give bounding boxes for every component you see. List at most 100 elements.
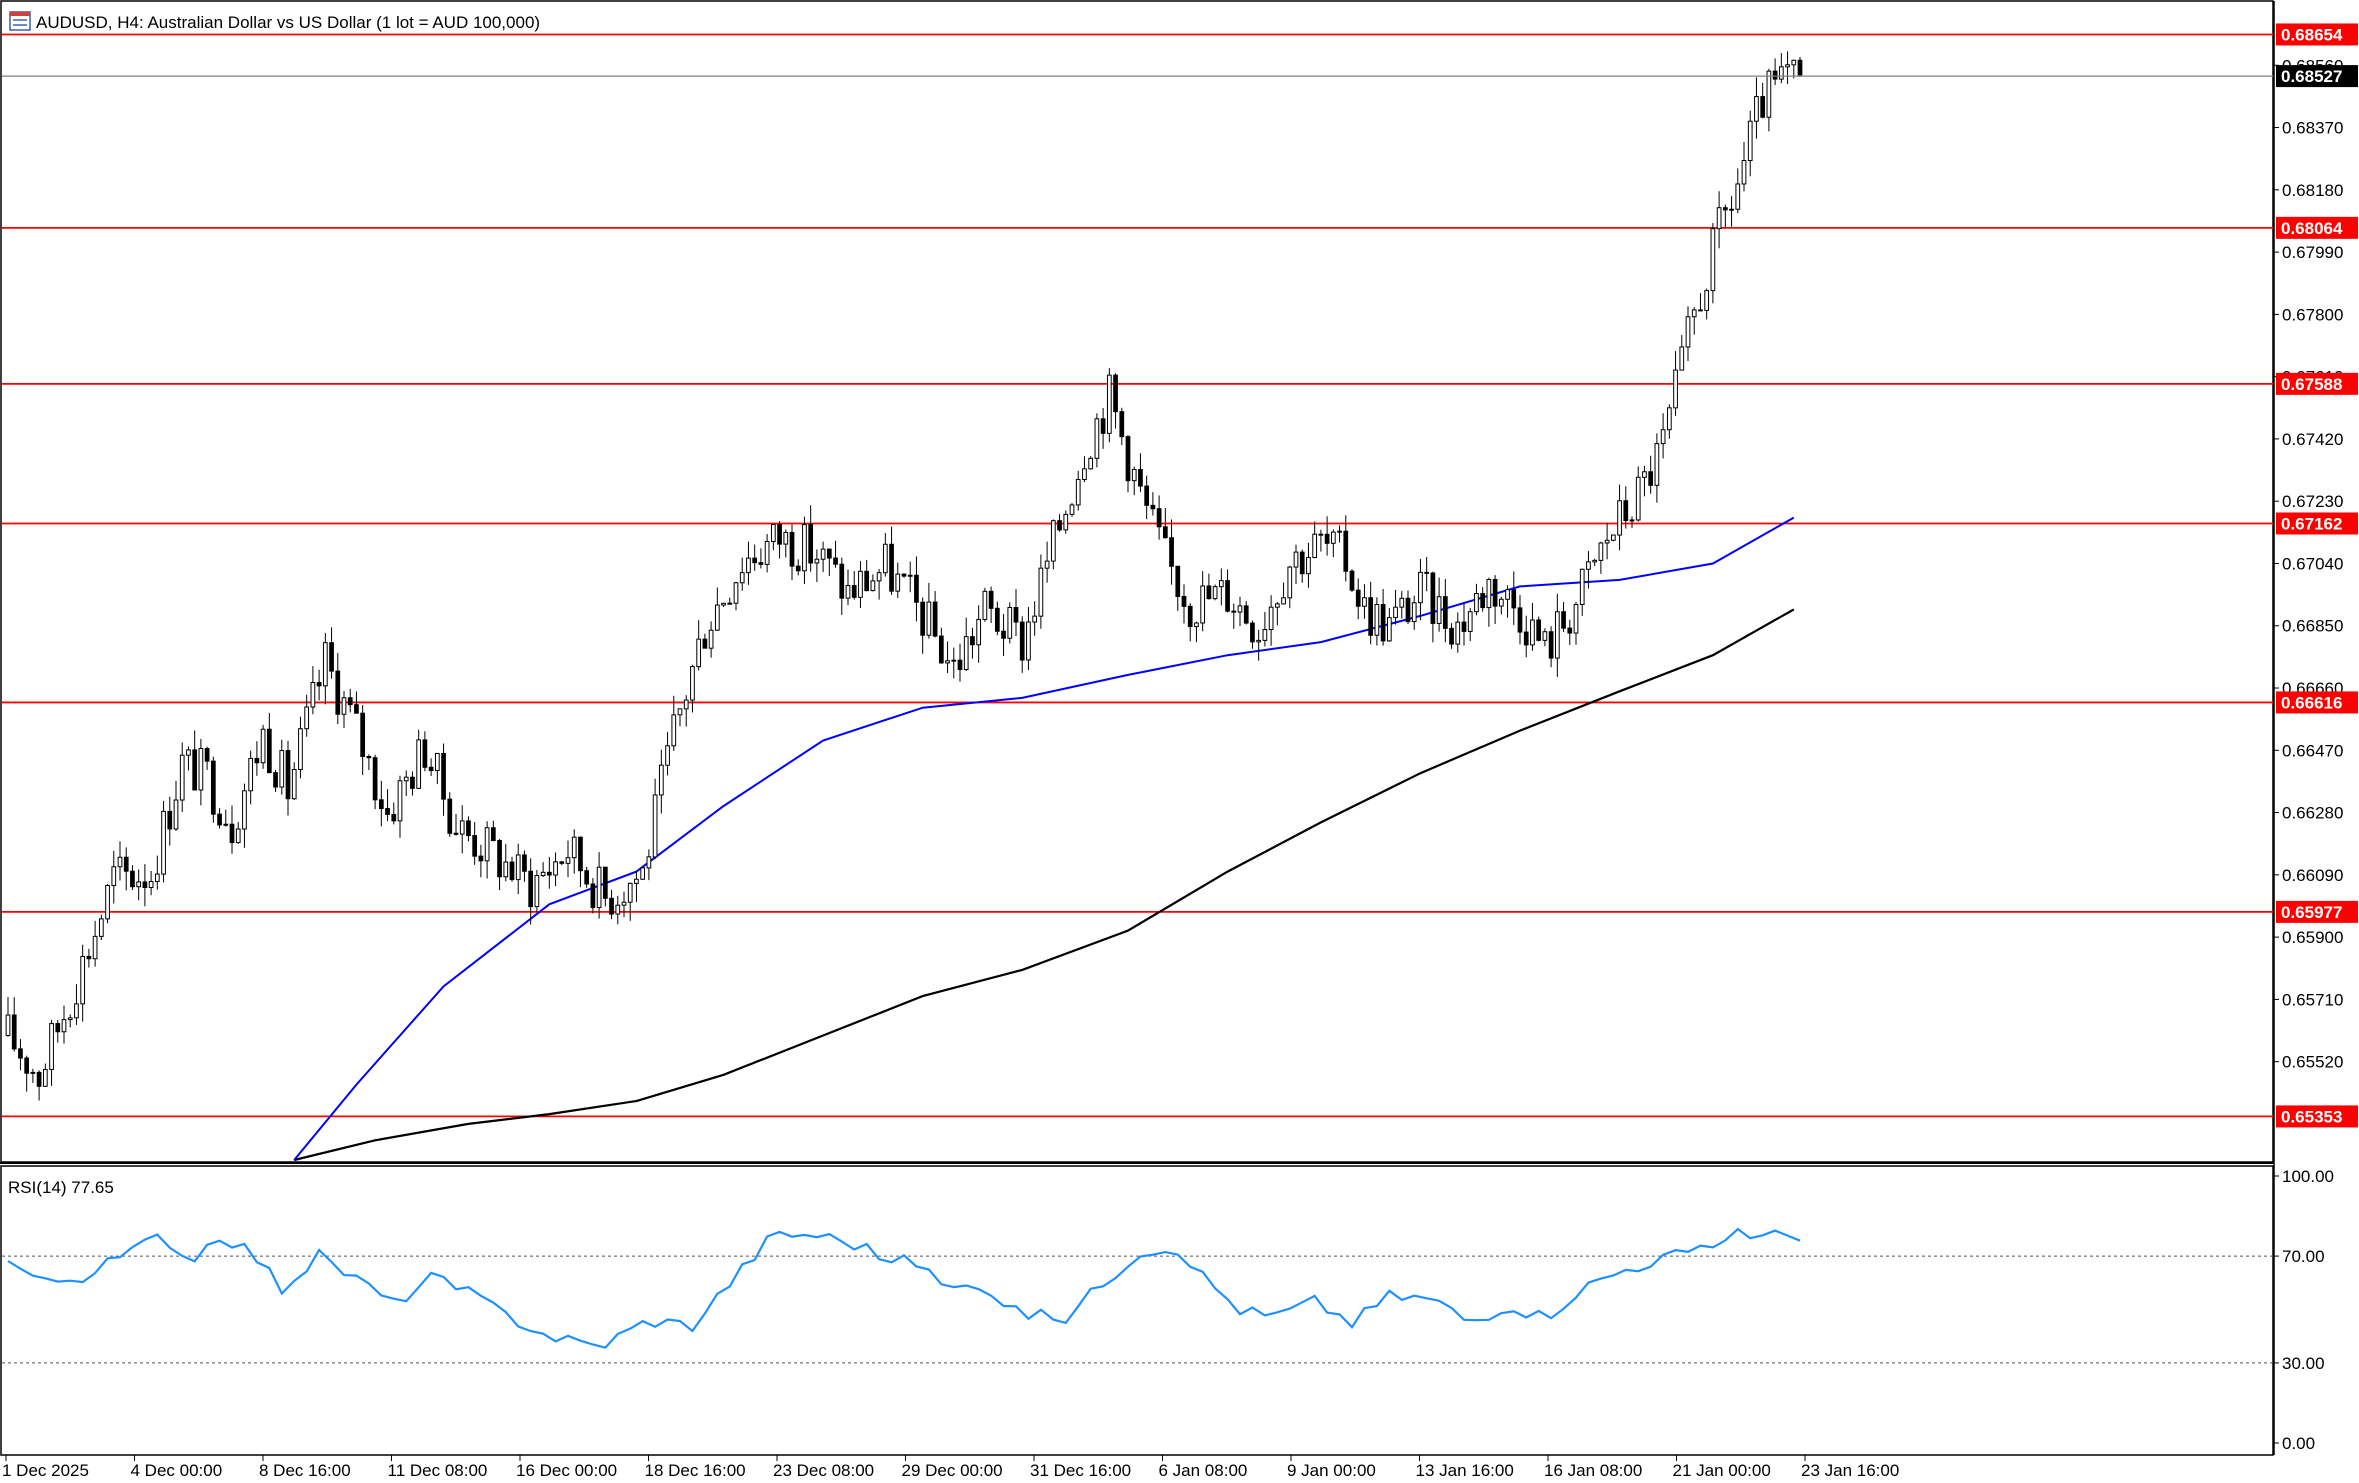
candle-bearish[interactable] [391,813,397,822]
candle-bullish[interactable] [845,585,851,599]
candle-bullish[interactable] [1330,531,1336,544]
candle-bearish[interactable] [795,565,801,572]
candle-bullish[interactable] [727,602,733,605]
candle-bearish[interactable] [36,1071,42,1087]
candle-bullish[interactable] [459,820,465,835]
candle-bullish[interactable] [484,827,490,862]
candle-bullish[interactable] [5,1014,11,1036]
candle-bullish[interactable] [1050,520,1056,562]
candle-bullish[interactable] [907,574,913,577]
candle-bearish[interactable] [490,827,496,842]
candle-bearish[interactable] [584,870,590,885]
candle-bullish[interactable] [1106,374,1112,434]
candle-bearish[interactable] [789,531,795,567]
candle-bearish[interactable] [385,808,390,815]
candle-bullish[interactable] [596,866,602,909]
candle-bearish[interactable] [1138,468,1143,487]
candle-bullish[interactable] [416,739,422,789]
candle-bullish[interactable] [708,629,714,649]
candle-bullish[interactable] [690,666,695,701]
candle-bullish[interactable] [945,660,950,664]
candle-bullish[interactable] [1256,639,1262,643]
candle-bearish[interactable] [864,570,870,592]
candle-bullish[interactable] [1666,407,1672,431]
candle-bullish[interactable] [1654,443,1660,486]
candle-bullish[interactable] [1131,468,1137,482]
candle-bearish[interactable] [24,1057,30,1074]
candle-bearish[interactable] [1013,607,1019,623]
candle-bearish[interactable] [826,548,832,559]
candle-bullish[interactable] [714,604,720,631]
candle-bearish[interactable] [528,870,534,908]
candle-bullish[interactable] [248,757,254,792]
candle-bearish[interactable] [1181,595,1187,607]
candle-bearish[interactable] [777,524,782,545]
candle-bullish[interactable] [1455,621,1461,645]
candle-bearish[interactable] [1231,610,1237,613]
candle-bullish[interactable] [403,776,409,782]
candle-bullish[interactable] [1474,593,1479,613]
candle-bearish[interactable] [851,585,857,598]
candle-bullish[interactable] [1306,557,1311,575]
candle-bullish[interactable] [1418,571,1423,604]
candle-bearish[interactable] [1243,605,1249,624]
candle-bullish[interactable] [1467,611,1473,632]
candle-bullish[interactable] [30,1071,36,1074]
candle-bullish[interactable] [963,636,969,670]
candle-bullish[interactable] [67,1017,73,1021]
candle-bearish[interactable] [428,766,434,772]
candle-bearish[interactable] [1100,418,1106,434]
candle-bullish[interactable] [298,728,303,770]
candle-bearish[interactable] [1623,500,1629,521]
candle-bullish[interactable] [1200,585,1206,624]
candle-bullish[interactable] [186,749,191,756]
candle-bearish[interactable] [447,798,453,834]
candle-bullish[interactable] [1362,597,1367,607]
candle-bullish[interactable] [1082,468,1087,481]
candle-bullish[interactable] [42,1068,48,1087]
candle-bullish[interactable] [1007,607,1013,639]
candle-bearish[interactable] [988,590,994,609]
candle-bullish[interactable] [671,714,677,747]
candle-bullish[interactable] [1038,567,1044,617]
candle-bullish[interactable] [1268,606,1274,631]
candle-bullish[interactable] [291,768,297,800]
candle-bullish[interactable] [1393,606,1398,619]
candle-bullish[interactable] [895,573,901,592]
candle-bearish[interactable] [1169,537,1174,567]
candle-bullish[interactable] [534,875,540,908]
candle-bullish[interactable] [161,810,166,875]
candle-bullish[interactable] [235,828,241,844]
candle-bearish[interactable] [833,557,838,565]
candle-bearish[interactable] [1561,611,1566,629]
candle-bearish[interactable] [316,682,322,687]
candle-bearish[interactable] [1057,520,1062,531]
candle-bearish[interactable] [441,752,446,800]
candle-bearish[interactable] [938,635,944,664]
candle-bullish[interactable] [1679,346,1685,371]
candle-bullish[interactable] [49,1023,54,1070]
candle-bearish[interactable] [1548,631,1554,659]
candle-bearish[interactable] [1175,565,1181,597]
candle-bearish[interactable] [192,749,198,791]
candle-bearish[interactable] [1461,621,1467,632]
candle-bullish[interactable] [1542,631,1548,641]
candle-bearish[interactable] [839,563,845,599]
candle-bearish[interactable] [273,772,278,788]
candle-bullish[interactable] [223,823,229,826]
candle-bearish[interactable] [1206,585,1212,600]
candle-bearish[interactable] [204,748,210,762]
candle-bullish[interactable] [1598,542,1604,561]
candle-bearish[interactable] [1119,411,1125,438]
candle-bullish[interactable] [615,904,621,915]
candle-bullish[interactable] [1579,568,1585,606]
candle-bullish[interactable] [1642,471,1647,478]
candle-bearish[interactable] [602,866,608,899]
candle-bullish[interactable] [882,543,888,574]
candle-bullish[interactable] [198,748,204,791]
candle-bearish[interactable] [1001,630,1006,639]
candle-bearish[interactable] [266,728,272,774]
candle-bullish[interactable] [1586,561,1591,570]
candle-bullish[interactable] [652,794,658,858]
candle-bullish[interactable] [1716,207,1722,230]
